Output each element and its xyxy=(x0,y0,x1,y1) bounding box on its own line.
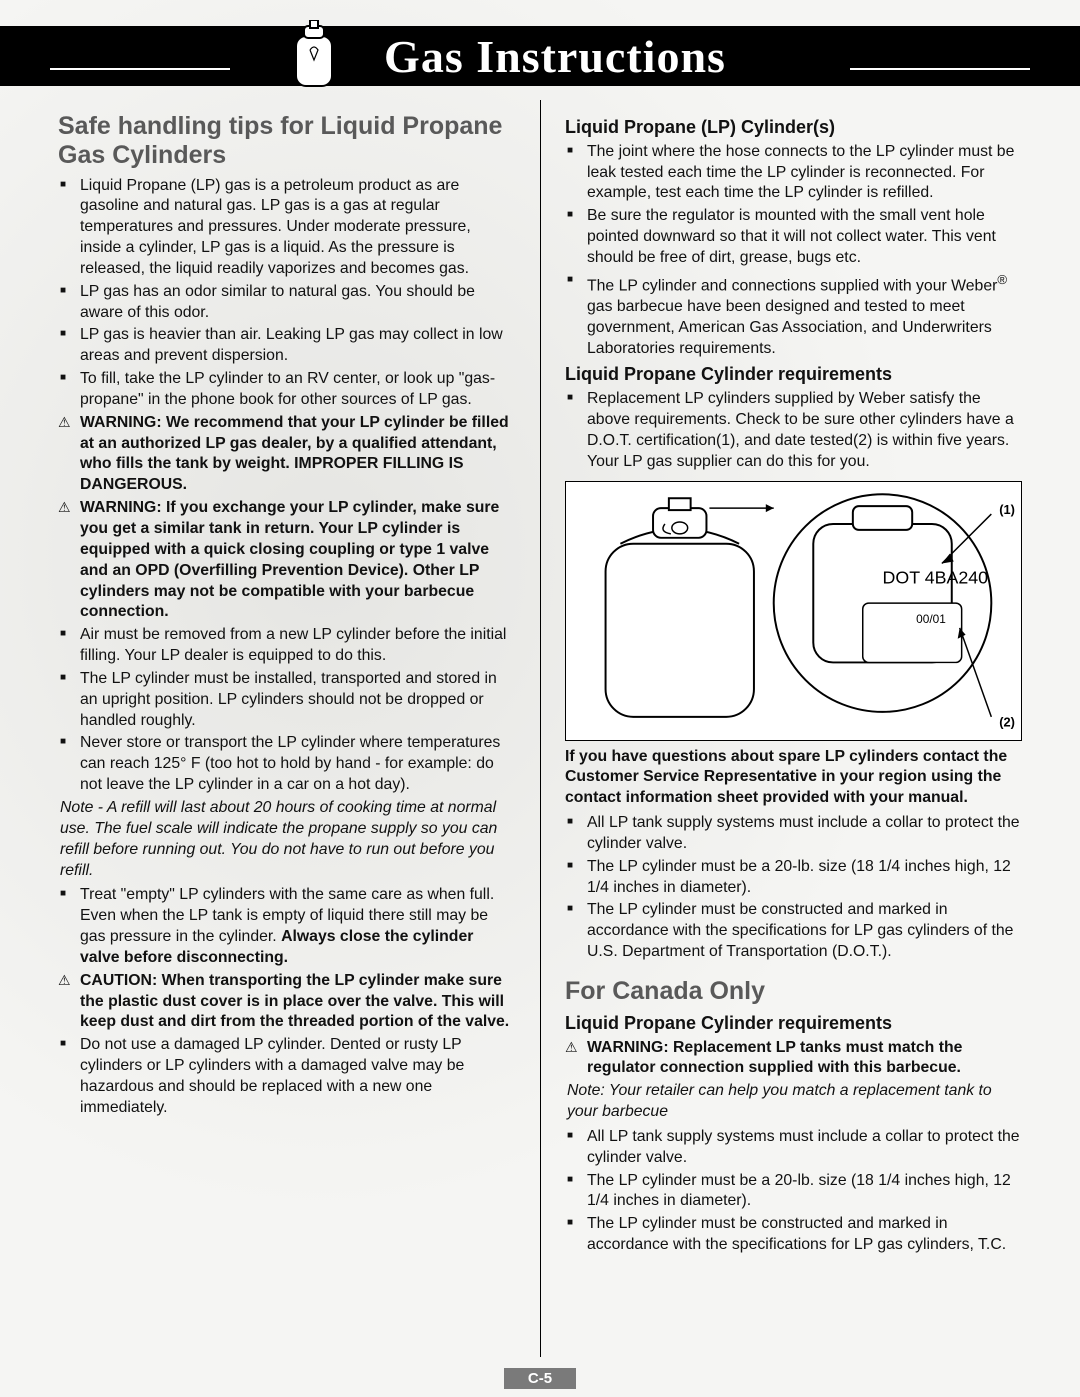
callout-2: (2) xyxy=(999,714,1015,729)
header-rule-left xyxy=(50,68,230,70)
text: All LP tank supply systems must include … xyxy=(587,1128,1020,1166)
note-canada: Note: Your retailer can help you match a… xyxy=(565,1081,1022,1123)
list-item: To fill, take the LP cylinder to an RV c… xyxy=(58,369,516,411)
subheading-lp-requirements: Liquid Propane Cylinder requirements xyxy=(565,363,1022,387)
content-columns: Safe handling tips for Liquid Propane Ga… xyxy=(40,100,1040,1357)
section-heading-canada: For Canada Only xyxy=(565,977,1022,1006)
contact-note: If you have questions about spare LP cyl… xyxy=(565,747,1022,810)
propane-tank-icon xyxy=(290,20,338,92)
text: The LP cylinder must be a 20-lb. size (1… xyxy=(587,858,1011,896)
list-item: The LP cylinder and connections supplied… xyxy=(565,271,1022,360)
bullet-list-left-2: Treat "empty" LP cylinders with the same… xyxy=(58,885,516,1118)
text: Liquid Propane (LP) gas is a petroleum p… xyxy=(80,177,471,277)
text: WARNING: Replacement LP tanks must match… xyxy=(587,1039,962,1077)
text: All LP tank supply systems must include … xyxy=(587,814,1020,852)
text: CAUTION: When transporting the LP cylind… xyxy=(80,972,509,1031)
footer: C-5 xyxy=(0,1368,1080,1389)
list-item: Be sure the regulator is mounted with th… xyxy=(565,206,1022,269)
bullet-list-left: Liquid Propane (LP) gas is a petroleum p… xyxy=(58,176,516,796)
bullet-list-right-3: All LP tank supply systems must include … xyxy=(565,813,1022,963)
list-item: Never store or transport the LP cylinder… xyxy=(58,733,516,796)
list-item: Air must be removed from a new LP cylind… xyxy=(58,625,516,667)
text: LP gas has an odor similar to natural ga… xyxy=(80,283,475,321)
text: Air must be removed from a new LP cylind… xyxy=(80,626,506,664)
text: The LP cylinder must be a 20-lb. size (1… xyxy=(587,1172,1011,1210)
text: The LP cylinder must be installed, trans… xyxy=(80,670,497,729)
dot-label: DOT 4BA240 xyxy=(883,567,989,587)
cylinder-diagram-svg: DOT 4BA240 00/01 (1) (2) xyxy=(566,482,1021,740)
date-label: 00/01 xyxy=(916,611,946,625)
warning-item: WARNING: We recommend that your LP cylin… xyxy=(58,413,516,496)
subheading-lp-cylinders: Liquid Propane (LP) Cylinder(s) xyxy=(565,116,1022,140)
text: The LP cylinder must be constructed and … xyxy=(587,901,1013,960)
list-item: Liquid Propane (LP) gas is a petroleum p… xyxy=(58,176,516,280)
bullet-list-right-1: The joint where the hose connects to the… xyxy=(565,142,1022,360)
note-refill: Note - A refill will last about 20 hours… xyxy=(58,798,516,881)
text: Be sure the regulator is mounted with th… xyxy=(587,207,996,266)
text: WARNING: If you exchange your LP cylinde… xyxy=(80,499,499,620)
text: To fill, take the LP cylinder to an RV c… xyxy=(80,370,495,408)
warning-item: WARNING: Replacement LP tanks must match… xyxy=(565,1038,1022,1080)
left-column: Safe handling tips for Liquid Propane Ga… xyxy=(40,100,540,1357)
list-item: All LP tank supply systems must include … xyxy=(565,1127,1022,1169)
header-rule-right xyxy=(850,68,1030,70)
list-item: The LP cylinder must be constructed and … xyxy=(565,900,1022,963)
list-item: The joint where the hose connects to the… xyxy=(565,142,1022,205)
bullet-list-canada: WARNING: Replacement LP tanks must match… xyxy=(565,1038,1022,1080)
text: Replacement LP cylinders supplied by Web… xyxy=(587,390,1014,470)
bullet-list-canada-2: All LP tank supply systems must include … xyxy=(565,1127,1022,1256)
text: The joint where the hose connects to the… xyxy=(587,143,1014,202)
section-heading-safe-handling: Safe handling tips for Liquid Propane Ga… xyxy=(58,112,516,170)
list-item: The LP cylinder must be installed, trans… xyxy=(58,669,516,732)
text: The LP cylinder and connections supplied… xyxy=(587,277,997,294)
registered-mark: ® xyxy=(997,272,1007,287)
cylinder-diagram: DOT 4BA240 00/01 (1) (2) xyxy=(565,481,1022,741)
list-item: Do not use a damaged LP cylinder. Dented… xyxy=(58,1035,516,1118)
text: Never store or transport the LP cylinder… xyxy=(80,734,500,793)
right-column: Liquid Propane (LP) Cylinder(s) The join… xyxy=(540,100,1040,1357)
list-item: LP gas has an odor similar to natural ga… xyxy=(58,282,516,324)
text: WARNING: We recommend that your LP cylin… xyxy=(80,414,509,494)
bullet-list-right-2: Replacement LP cylinders supplied by Web… xyxy=(565,389,1022,472)
page-number: C-5 xyxy=(504,1368,576,1389)
callout-1: (1) xyxy=(999,502,1015,517)
text: The LP cylinder must be constructed and … xyxy=(587,1215,1006,1253)
list-item: The LP cylinder must be a 20-lb. size (1… xyxy=(565,1171,1022,1213)
header-band: Gas Instructions xyxy=(0,26,1080,86)
subheading-canada-req: Liquid Propane Cylinder requirements xyxy=(565,1012,1022,1036)
text: Do not use a damaged LP cylinder. Dented… xyxy=(80,1036,464,1116)
list-item: All LP tank supply systems must include … xyxy=(565,813,1022,855)
text: LP gas is heavier than air. Leaking LP g… xyxy=(80,326,503,364)
list-item: The LP cylinder must be constructed and … xyxy=(565,1214,1022,1256)
warning-item: WARNING: If you exchange your LP cylinde… xyxy=(58,498,516,623)
list-item: Treat "empty" LP cylinders with the same… xyxy=(58,885,516,968)
list-item: Replacement LP cylinders supplied by Web… xyxy=(565,389,1022,472)
caution-item: CAUTION: When transporting the LP cylind… xyxy=(58,971,516,1034)
page-title: Gas Instructions xyxy=(384,30,726,83)
list-item: The LP cylinder must be a 20-lb. size (1… xyxy=(565,857,1022,899)
text: gas barbecue have been designed and test… xyxy=(587,298,992,357)
list-item: LP gas is heavier than air. Leaking LP g… xyxy=(58,325,516,367)
